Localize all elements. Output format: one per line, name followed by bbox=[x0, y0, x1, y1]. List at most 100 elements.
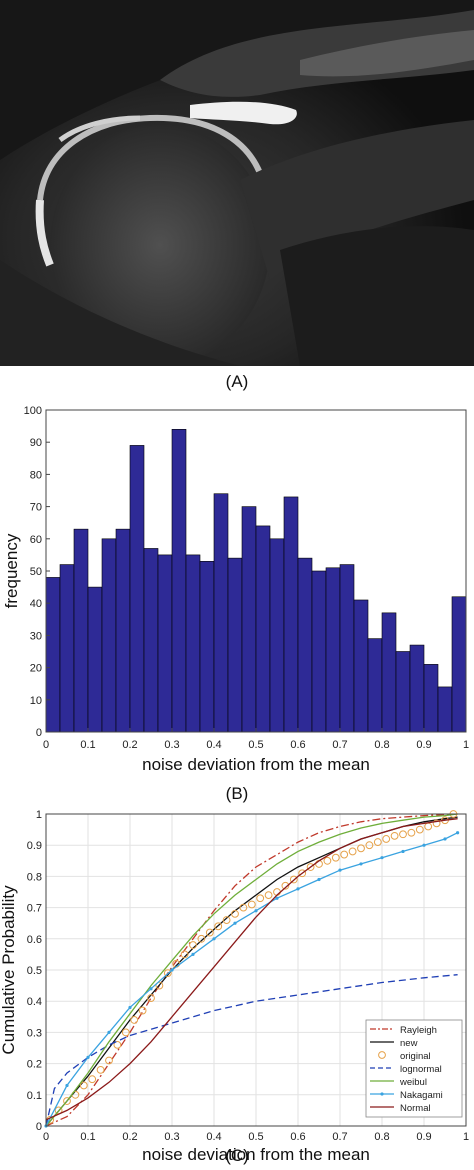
histogram-bar bbox=[409, 644, 425, 733]
histogram-bar bbox=[171, 429, 187, 733]
histogram-bar bbox=[311, 570, 327, 733]
x-tick-label: 1 bbox=[463, 739, 469, 751]
series-original-marker bbox=[365, 841, 374, 850]
y-tick-label: 0 bbox=[36, 1121, 42, 1133]
y-tick-label: 30 bbox=[30, 630, 42, 642]
y-tick-label: 70 bbox=[30, 502, 42, 514]
panel-a-label: (A) bbox=[225, 372, 249, 391]
histogram-bar bbox=[185, 554, 201, 733]
x-tick-label: 0.1 bbox=[80, 1131, 95, 1143]
series-nakagami-marker bbox=[359, 862, 363, 866]
histogram-bar bbox=[367, 638, 383, 733]
y-tick-label: 40 bbox=[30, 598, 42, 610]
y-tick-label: 80 bbox=[30, 469, 42, 481]
legend: Rayleigh new original lognormal weibul Nakaga… bbox=[365, 1019, 463, 1118]
series-original-marker bbox=[306, 863, 315, 871]
series-original-marker bbox=[382, 835, 391, 843]
histogram-bar bbox=[353, 599, 369, 733]
x-tick-label: 0.8 bbox=[374, 739, 389, 751]
x-tick-label: 0.4 bbox=[206, 1131, 221, 1143]
series-original-marker bbox=[88, 1075, 97, 1084]
x-tick-label: 1 bbox=[463, 1131, 469, 1143]
y-tick-label: 0.3 bbox=[27, 1027, 42, 1039]
histogram-bar bbox=[395, 651, 411, 733]
x-tick-label: 0 bbox=[43, 1131, 49, 1143]
histogram-bar bbox=[73, 528, 89, 733]
histogram-bar bbox=[339, 564, 355, 733]
x-tick-label: 0.6 bbox=[290, 739, 305, 751]
histogram-bar bbox=[45, 577, 61, 733]
series-original-marker bbox=[222, 916, 231, 924]
histogram-bar bbox=[283, 496, 299, 733]
x-axis-label: noise deviation from the mean bbox=[142, 755, 370, 774]
series-original-marker bbox=[399, 830, 407, 839]
series-nakagami-marker bbox=[65, 1083, 69, 1088]
histogram-bar bbox=[87, 586, 103, 733]
histogram-bar bbox=[269, 538, 285, 733]
y-tick-label: 0.9 bbox=[27, 840, 42, 852]
histogram-bar bbox=[143, 548, 159, 733]
series-normal-line bbox=[45, 818, 458, 1121]
series-original-marker bbox=[264, 891, 273, 900]
histogram-bar bbox=[157, 554, 173, 733]
series-original-marker bbox=[214, 922, 223, 931]
histogram-axes: 0 0.1 0.2 0.3 0.4 0.5 0.6 0.7 0.8 0.9 101020304050… bbox=[2, 405, 469, 774]
y-tick-label: 0.4 bbox=[27, 996, 42, 1008]
x-tick-label: 0.3 bbox=[164, 739, 179, 751]
series-nakagami-marker bbox=[443, 837, 447, 841]
x-tick-label: 0.8 bbox=[374, 1131, 389, 1143]
series-original-marker bbox=[63, 1097, 71, 1105]
y-tick-label: 0.6 bbox=[27, 934, 42, 946]
series-nakagami-marker bbox=[233, 921, 237, 925]
histogram-bar bbox=[423, 664, 439, 733]
series-original-marker bbox=[373, 838, 382, 846]
x-tick-label: 0.1 bbox=[80, 739, 95, 751]
series-nakagami-marker bbox=[86, 1055, 90, 1059]
series-original-marker bbox=[407, 828, 416, 837]
series-nakagami-marker bbox=[296, 887, 300, 891]
y-axis-label: frequency bbox=[2, 533, 21, 608]
series-original-marker bbox=[415, 825, 424, 834]
histogram-bar bbox=[199, 561, 215, 733]
histogram-bar bbox=[325, 567, 341, 733]
histogram-bar bbox=[381, 612, 397, 733]
legend-new-label: new bbox=[400, 1038, 418, 1049]
series-original-marker bbox=[289, 875, 298, 884]
cdf-axes: 0 0.1 0.2 0.3 0.4 0.5 0.6 0.7 0.8 0.9 1 0 0.1 0.2 0.3 0… bbox=[0, 809, 469, 1164]
legend-nakagami-label: Nakagami bbox=[400, 1090, 443, 1101]
x-tick-label: 0.7 bbox=[332, 739, 347, 751]
y-tick-label: 0 bbox=[36, 727, 42, 739]
mri-shoulder-image bbox=[0, 0, 474, 366]
series-nakagami-marker bbox=[212, 937, 216, 941]
x-tick-label: 0.5 bbox=[248, 739, 263, 751]
y-tick-label: 0.2 bbox=[27, 1059, 42, 1071]
legend-rayleigh-label: Rayleigh bbox=[400, 1025, 437, 1036]
histogram-bar bbox=[297, 557, 313, 733]
series-original-marker bbox=[247, 900, 256, 909]
histogram-bar bbox=[213, 493, 229, 733]
x-tick-label: 0.2 bbox=[122, 739, 137, 751]
series-original-marker bbox=[155, 981, 164, 990]
x-tick-label: 0.4 bbox=[206, 739, 221, 751]
series-nakagami-marker bbox=[170, 968, 174, 972]
series-nakagami-marker bbox=[149, 987, 153, 991]
series-original-marker bbox=[298, 869, 307, 878]
y-axis-label: Cumulative Probability bbox=[0, 885, 18, 1055]
series-original-marker bbox=[130, 1016, 139, 1024]
y-tick-label: 90 bbox=[30, 437, 42, 449]
histogram-bar bbox=[227, 557, 243, 733]
histogram-bar bbox=[115, 528, 131, 733]
histogram-bar bbox=[129, 445, 145, 733]
series-original-marker bbox=[79, 1081, 88, 1090]
histogram-bar bbox=[451, 596, 467, 733]
x-axis-label: noise deviation from the mean bbox=[142, 1145, 370, 1164]
series-original-marker bbox=[147, 994, 155, 1002]
y-tick-label: 0.8 bbox=[27, 871, 42, 883]
series-nakagami-marker bbox=[422, 843, 426, 847]
y-tick-label: 1 bbox=[36, 809, 42, 821]
series-weibul-line bbox=[45, 813, 458, 1127]
series-nakagami-marker bbox=[338, 868, 342, 872]
x-tick-label: 0.5 bbox=[248, 1131, 263, 1143]
y-tick-label: 60 bbox=[30, 534, 42, 546]
series-rayleigh-line bbox=[45, 813, 458, 1127]
